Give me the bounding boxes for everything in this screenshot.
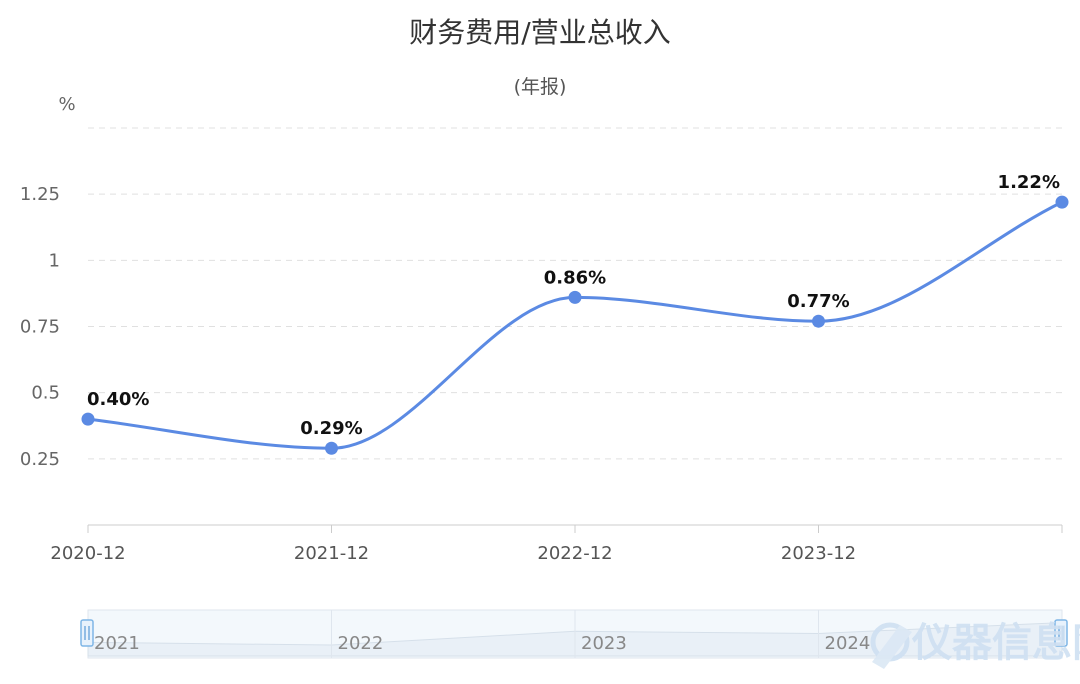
navigator-labels: 2021 2022 2023 2024 <box>94 633 870 654</box>
data-points <box>81 195 1069 455</box>
y-tick-label: 1 <box>49 250 60 271</box>
y-tick-label: 0.5 <box>31 383 60 404</box>
chart-title: 财务费用/营业总收入 <box>409 16 670 49</box>
x-axis-ticks: 2020-12 2021-12 2022-12 2023-12 <box>50 525 1063 564</box>
x-tick-label: 2023-12 <box>781 543 856 564</box>
data-label: 0.77% <box>787 291 849 312</box>
grid-lines <box>88 127 1062 460</box>
navigator-right-handle[interactable] <box>1054 619 1068 647</box>
series-line <box>87 200 1063 450</box>
data-label: 0.40% <box>87 389 149 410</box>
navigator-label: 2024 <box>825 633 871 654</box>
data-labels: 0.40% 0.29% 0.86% 0.77% 1.22% <box>87 172 1060 439</box>
data-point[interactable] <box>568 290 582 304</box>
navigator-left-handle[interactable] <box>80 619 94 647</box>
data-label: 1.22% <box>998 172 1060 193</box>
y-tick-label: 0.25 <box>20 449 60 470</box>
navigator-label: 2022 <box>338 633 384 654</box>
x-tick-label: 2021-12 <box>294 543 369 564</box>
data-point[interactable] <box>81 412 95 426</box>
logo-icon <box>870 622 912 669</box>
y-axis-ticks: 0.25 0.5 0.75 1 1.25 <box>20 184 60 470</box>
watermark: 仪器信息网 <box>870 620 1080 669</box>
navigator-label: 2023 <box>581 633 627 654</box>
chart-subtitle: (年报) <box>514 76 567 98</box>
data-label: 0.29% <box>300 418 362 439</box>
y-tick-label: 1.25 <box>20 184 60 205</box>
y-axis-unit: % <box>58 94 75 115</box>
data-label: 0.86% <box>544 267 606 288</box>
navigator-grid <box>331 610 819 658</box>
x-tick-label: 2022-12 <box>537 543 612 564</box>
data-point[interactable] <box>1055 195 1069 209</box>
x-tick-label: 2020-12 <box>50 543 125 564</box>
navigator-label: 2021 <box>94 633 140 654</box>
range-navigator[interactable]: 2021 2022 2023 2024 <box>80 609 1068 659</box>
data-point[interactable] <box>325 441 338 455</box>
data-point[interactable] <box>812 314 825 328</box>
y-tick-label: 0.75 <box>20 317 60 338</box>
watermark-text: 仪器信息网 <box>911 620 1080 666</box>
